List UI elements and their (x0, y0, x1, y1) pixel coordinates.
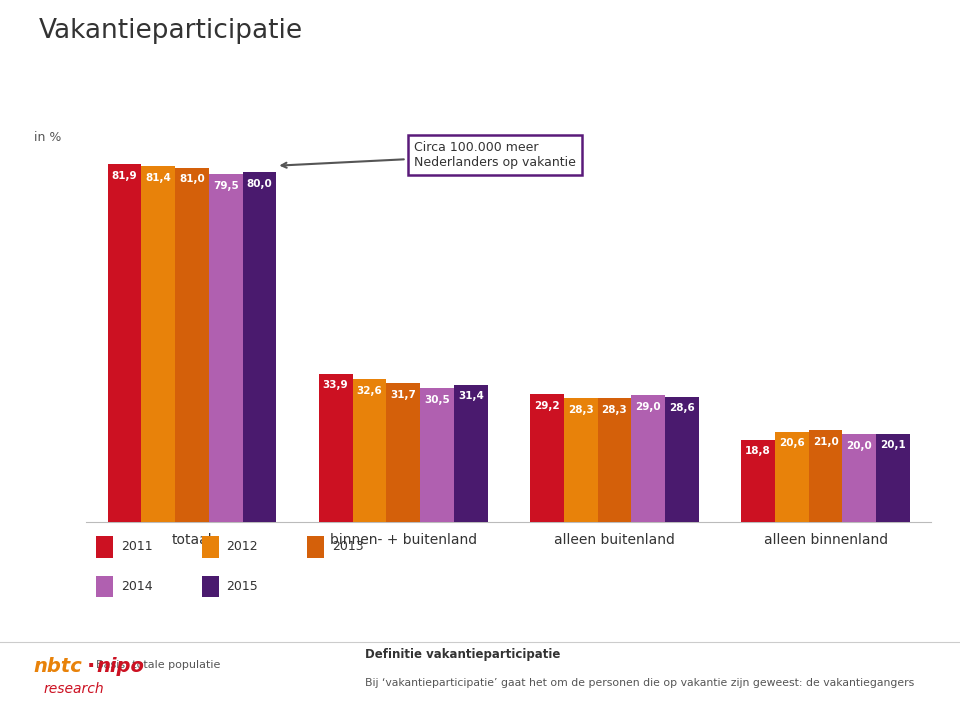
Text: 2015: 2015 (227, 580, 258, 593)
Bar (96, 536, 113, 558)
Text: 29,2: 29,2 (534, 400, 560, 411)
Text: 32,6: 32,6 (356, 386, 382, 396)
Text: 20,1: 20,1 (880, 441, 906, 450)
Text: ·: · (86, 656, 95, 676)
Text: nipo: nipo (96, 657, 144, 675)
Bar (876, 434, 910, 522)
Bar (141, 166, 175, 522)
Bar (307, 536, 324, 558)
Bar (202, 536, 219, 558)
Text: 28,6: 28,6 (669, 403, 695, 413)
Bar (96, 575, 113, 597)
Bar (632, 395, 665, 522)
Text: in %: in % (34, 131, 61, 144)
Bar (386, 384, 420, 522)
Text: Definitie vakantieparticipatie: Definitie vakantieparticipatie (365, 648, 561, 661)
Text: 80,0: 80,0 (247, 179, 273, 189)
Text: 81,4: 81,4 (145, 173, 171, 183)
Text: 28,3: 28,3 (602, 405, 627, 415)
Bar (420, 388, 454, 522)
Text: 81,0: 81,0 (180, 174, 204, 185)
Text: 2011: 2011 (121, 540, 153, 553)
Text: 21,0: 21,0 (813, 436, 838, 446)
Text: 20,6: 20,6 (779, 439, 804, 448)
Text: nbtc: nbtc (34, 657, 83, 675)
Text: 18,8: 18,8 (745, 446, 771, 456)
Bar (808, 430, 843, 522)
Bar (775, 431, 808, 522)
Text: 20,0: 20,0 (847, 441, 873, 451)
Text: Basis: totale populatie: Basis: totale populatie (96, 661, 221, 670)
Text: 2012: 2012 (227, 540, 258, 553)
Bar (243, 172, 276, 522)
Text: research: research (43, 682, 104, 697)
Text: 81,9: 81,9 (111, 171, 137, 180)
Bar (665, 397, 699, 522)
Text: 30,5: 30,5 (424, 395, 450, 405)
Bar (741, 440, 775, 522)
Text: 2014: 2014 (121, 580, 153, 593)
Text: Bij ‘vakantieparticipatie’ gaat het om de personen die op vakantie zijn geweest:: Bij ‘vakantieparticipatie’ gaat het om d… (365, 678, 914, 688)
Bar (843, 434, 876, 522)
Bar (108, 164, 141, 522)
Bar (209, 174, 243, 522)
Bar (454, 384, 488, 522)
Text: 31,7: 31,7 (391, 390, 416, 400)
Bar (564, 398, 597, 522)
Bar (175, 168, 209, 522)
Bar (352, 379, 386, 522)
Text: Circa 100.000 meer
Nederlanders op vakantie: Circa 100.000 meer Nederlanders op vakan… (281, 141, 576, 168)
Text: 31,4: 31,4 (458, 391, 484, 401)
Text: 29,0: 29,0 (636, 402, 661, 412)
Bar (597, 398, 632, 522)
Text: 28,3: 28,3 (567, 405, 593, 415)
Text: 2013: 2013 (332, 540, 364, 553)
Bar (319, 374, 352, 522)
Bar (202, 575, 219, 597)
Bar (530, 394, 564, 522)
Text: Vakantieparticipatie: Vakantieparticipatie (38, 18, 302, 44)
Text: 33,9: 33,9 (323, 380, 348, 390)
Text: 79,5: 79,5 (213, 181, 239, 191)
